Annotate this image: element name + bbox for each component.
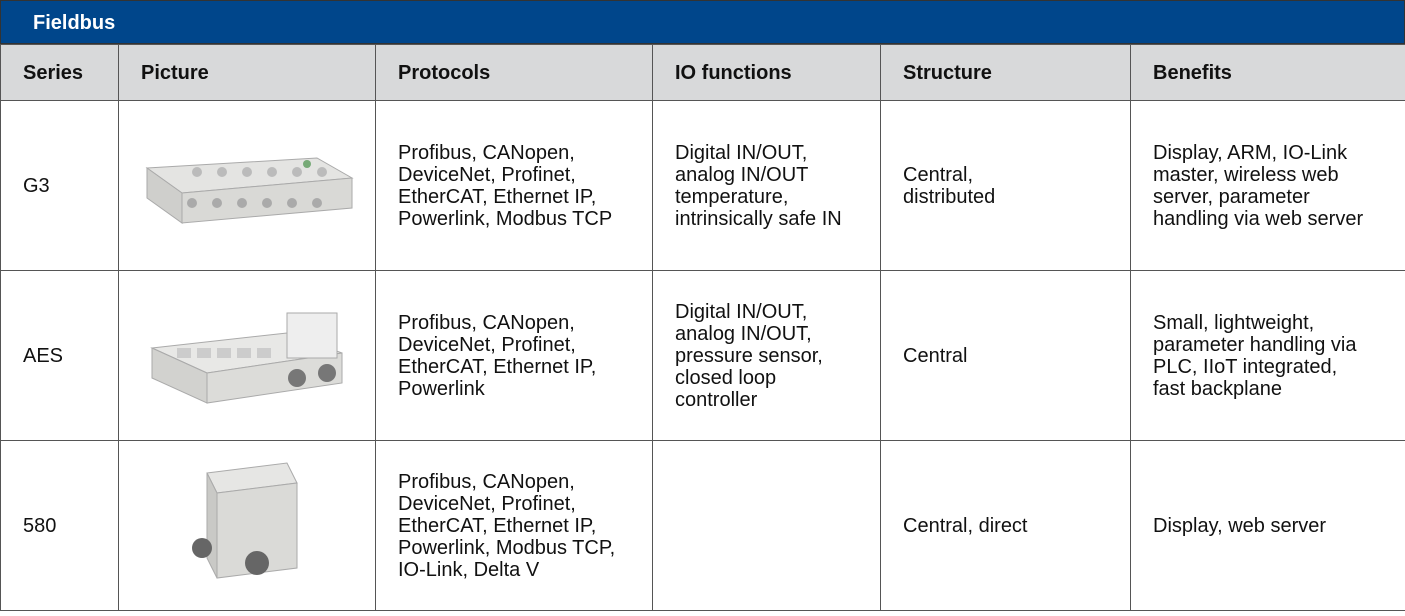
table-row: AES Profibus, CANopen, DeviceNet, Profinet… [0,270,1405,441]
column-header: Structure [880,44,1131,101]
cell-line: Profibus, CANopen, [398,311,575,334]
io-functions-cell: Digital IN/OUT, analog IN/OUT, pressure se… [652,270,881,441]
cell-line: Powerlink, Modbus TCP [398,207,613,230]
cell-line: analog IN/OUT [675,163,809,186]
series-cell: 580 [0,440,119,611]
io-functions-cell: Digital IN/OUT, analog IN/OUT temperature,… [652,100,881,271]
cell-line: DeviceNet, Profinet, [398,492,576,515]
cell-line: intrinsically safe IN [675,207,842,230]
table-row: G3 Profibus, CANopen, DeviceNet, Profinet,… [0,100,1405,271]
cell-line: Central, [903,163,974,186]
picture-cell [118,100,376,271]
cell-line: EtherCAT, Ethernet IP, [398,514,597,537]
table-title: Fieldbus [0,0,1405,44]
column-header: IO functions [652,44,881,101]
cell-line: server, parameter [1153,185,1310,208]
cell-line: DeviceNet, Profinet, [398,333,576,356]
cell-line: master, wireless web [1153,163,1339,186]
fieldbus-table: Series Picture Protocols IO functions Struct… [0,44,1405,611]
column-header: Picture [118,44,376,101]
cell-line: Powerlink, Modbus TCP, [398,536,616,559]
structure-cell: Central, distributed [880,100,1131,271]
cell-line: Small, lightweight, [1153,311,1315,334]
cell-line: Digital IN/OUT, [675,141,808,164]
cell-line: fast backplane [1153,377,1282,400]
cell-line: Display, web server [1153,514,1327,537]
protocols-cell: Profibus, CANopen, DeviceNet, Profinet, Et… [375,100,653,271]
series-cell: AES [0,270,119,441]
structure-cell: Central [880,270,1131,441]
cell-line: distributed [903,185,996,208]
column-header: Benefits [1130,44,1405,101]
column-header: Series [0,44,119,101]
protocols-cell: Profibus, CANopen, DeviceNet, Profinet, Et… [375,440,653,611]
protocols-cell: Profibus, CANopen, DeviceNet, Profinet, Et… [375,270,653,441]
cell-line: Digital IN/OUT, [675,300,808,323]
cell-line: pressure sensor, [675,344,823,367]
picture-cell [118,270,376,441]
cell-line: parameter handling via [1153,333,1357,356]
table-row: 580 Profibus, CANopen, DeviceNet, Profinet… [0,440,1405,611]
benefits-cell: Display, ARM, IO-Link master, wireless we… [1130,100,1405,271]
benefits-cell: Display, web server [1130,440,1405,611]
cell-line: Display, ARM, IO-Link [1153,141,1348,164]
cell-line: closed loop [675,366,777,389]
benefits-cell: Small, lightweight, parameter handling vi… [1130,270,1405,441]
cell-line: analog IN/OUT, [675,322,812,345]
cell-line: EtherCAT, Ethernet IP, [398,185,597,208]
cell-line: IO-Link, Delta V [398,558,540,581]
io-functions-cell [652,440,881,611]
cell-line: controller [675,388,758,411]
header-row: Series Picture Protocols IO functions Struct… [0,44,1405,101]
structure-cell: Central, direct [880,440,1131,611]
series-cell: G3 [0,100,119,271]
cell-line: PLC, IIoT integrated, [1153,355,1338,378]
column-header: Protocols [375,44,653,101]
cell-line: Profibus, CANopen, [398,470,575,493]
cell-line: temperature, [675,185,789,208]
cell-line: Profibus, CANopen, [398,141,575,164]
cell-line: Central [903,344,968,367]
picture-cell [118,440,376,611]
cell-line: Powerlink [398,377,485,400]
cell-line: EtherCAT, Ethernet IP, [398,355,597,378]
cell-line: handling via web server [1153,207,1364,230]
cell-line: Central, direct [903,514,1028,537]
cell-line: DeviceNet, Profinet, [398,163,576,186]
